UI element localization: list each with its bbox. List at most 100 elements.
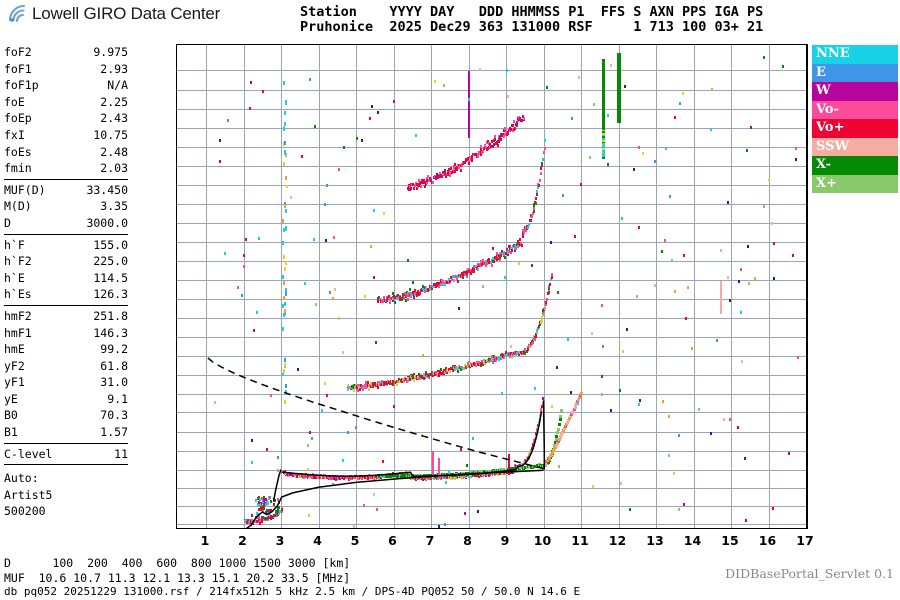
echo-point	[496, 139, 499, 143]
brand-logo: Lowell GIRO Data Center	[8, 4, 220, 24]
echo-point	[499, 255, 502, 259]
legend-item-vo[interactable]: Vo-	[812, 100, 898, 119]
echo-point	[393, 301, 396, 305]
echo-point	[625, 328, 628, 332]
legend-item-nne[interactable]: NNE	[812, 45, 898, 64]
echo-point	[403, 296, 406, 300]
echo-point	[538, 323, 541, 327]
echo-point	[507, 454, 510, 459]
echo-point	[654, 160, 657, 164]
echo-point	[465, 463, 468, 467]
echo-point	[579, 183, 582, 187]
echo-point	[416, 291, 418, 295]
param-row: foF1 2.93	[4, 61, 128, 78]
echo-point	[263, 503, 266, 507]
echo-point	[771, 221, 774, 225]
gridline-vertical	[581, 45, 582, 528]
echo-point	[534, 197, 537, 201]
echo-point	[256, 515, 259, 519]
param-row: foEp 2.43	[4, 110, 128, 127]
echo-point	[744, 518, 747, 522]
echo-point	[283, 150, 286, 155]
echo-point	[240, 293, 243, 297]
echo-point	[673, 290, 676, 294]
echo-point	[422, 179, 425, 183]
echo-point	[456, 165, 459, 169]
echo-point	[282, 219, 285, 224]
echo-point	[536, 329, 539, 333]
echo-point	[407, 185, 410, 189]
panel-divider	[4, 304, 128, 306]
echo-point	[741, 359, 744, 363]
echo-point	[547, 457, 551, 461]
echo-point	[482, 363, 485, 367]
echo-point	[450, 367, 453, 371]
echo-point	[408, 288, 411, 292]
echo-point	[282, 313, 285, 318]
echo-point	[539, 171, 542, 175]
echo-point	[421, 477, 424, 481]
echo-point	[553, 441, 557, 445]
echo-point	[269, 393, 272, 397]
echo-point	[456, 367, 459, 371]
echo-point	[294, 474, 297, 478]
echo-point	[434, 285, 437, 289]
echo-point	[563, 427, 567, 430]
source-file-line: db pq052 20251229 131000.rsf / 214fx512h…	[4, 585, 581, 598]
echo-point	[606, 113, 609, 117]
echo-point	[483, 358, 486, 362]
legend-item-e[interactable]: E	[812, 63, 898, 82]
echo-point	[477, 474, 480, 478]
echo-point	[268, 508, 271, 512]
echo-point	[434, 282, 437, 286]
echo-point	[473, 269, 476, 273]
echo-point	[434, 79, 437, 83]
echo-point	[436, 284, 439, 288]
echo-point	[660, 249, 663, 253]
echo-point	[541, 313, 544, 317]
echo-point	[549, 278, 552, 282]
param-key: yF2	[4, 358, 25, 373]
echo-point	[490, 145, 493, 149]
x-axis-label: 9	[500, 533, 510, 548]
echo-point	[391, 299, 394, 303]
echo-point	[307, 467, 310, 471]
param-row: h`F 155.0	[4, 237, 128, 254]
echo-point	[508, 244, 511, 248]
echo-point	[423, 184, 426, 188]
echo-point	[524, 351, 527, 355]
echo-point	[464, 161, 467, 165]
echo-point	[549, 283, 552, 287]
echo-point	[464, 271, 467, 275]
param-group-profile: hmF2 251.8 hmF1 146.3 hmE 99.2 yF2 61.8 yF1 3…	[4, 308, 128, 441]
legend-item-x[interactable]: X+	[812, 174, 898, 193]
echo-point	[541, 405, 544, 409]
legend-item-x[interactable]: X-	[812, 156, 898, 175]
param-row: B1 1.57	[4, 424, 128, 441]
echo-point	[667, 415, 670, 419]
echo-point	[247, 518, 250, 522]
legend-item-vo[interactable]: Vo+	[812, 119, 898, 138]
echo-point	[440, 175, 443, 179]
echo-point	[577, 398, 581, 402]
x-axis-tick	[506, 528, 507, 529]
legend-item-w[interactable]: W	[812, 82, 898, 101]
echo-point	[392, 405, 395, 409]
gridline-horizontal	[177, 337, 806, 338]
echo-point	[498, 137, 501, 141]
echo-point	[513, 244, 516, 248]
echo-point	[422, 373, 425, 377]
echo-point	[424, 370, 427, 374]
panel-divider	[4, 464, 128, 466]
legend-item-ssw[interactable]: SSW	[812, 137, 898, 156]
echo-point	[420, 181, 423, 185]
echo-point	[251, 461, 254, 465]
echo-point	[275, 509, 278, 513]
gridline-horizontal	[177, 393, 806, 395]
echo-point	[720, 249, 723, 253]
ionogram-plot[interactable]	[176, 44, 808, 529]
gridline-vertical	[468, 45, 470, 528]
echo-point	[504, 129, 507, 133]
echo-point	[445, 370, 448, 374]
echo-point	[353, 525, 356, 528]
